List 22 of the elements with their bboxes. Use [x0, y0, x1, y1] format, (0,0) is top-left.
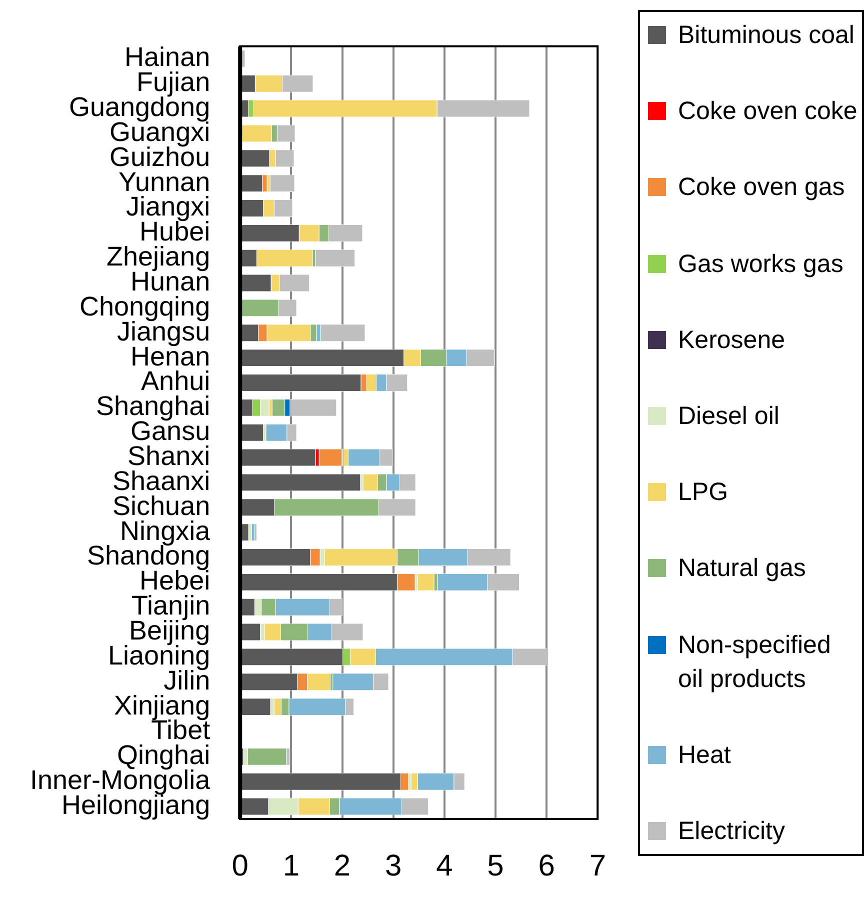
x-tick-label: 5 [487, 849, 504, 882]
y-tick-label: Hainan [124, 42, 210, 72]
legend-label: Coke oven coke [678, 96, 858, 128]
y-tick-label: Yunnan [118, 166, 210, 197]
y-tick-label: Anhui [141, 366, 210, 396]
x-tick-label: 4 [436, 849, 453, 882]
legend-label: Coke oven gas [678, 172, 845, 204]
legend-label: Kerosene [678, 324, 786, 356]
x-tick-label: 6 [538, 849, 555, 882]
x-tick-label: 1 [282, 849, 300, 882]
x-tick-label: 2 [334, 849, 351, 882]
legend-label: Natural gas [678, 553, 806, 584]
legend-label: LPG [678, 477, 728, 508]
legend-label: Non-specified oil products [678, 630, 832, 694]
legend-label: Electricity [678, 816, 785, 847]
legend-label: Bituminous coal [678, 20, 854, 51]
legend-label: Heat [678, 740, 731, 771]
legend-label: Diesel oil [678, 400, 780, 432]
legend-label: Gas works gas [678, 248, 844, 280]
x-tick-label: 7 [589, 849, 606, 882]
x-tick-label: 0 [232, 849, 248, 882]
x-tick-label: 3 [384, 849, 402, 882]
